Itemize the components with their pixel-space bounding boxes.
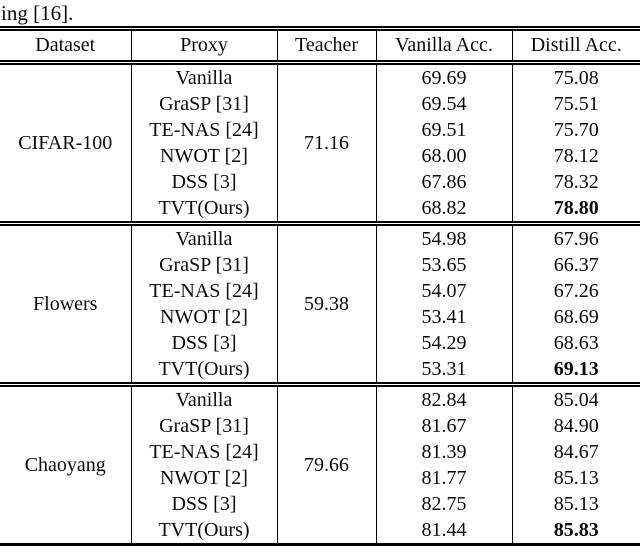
table-row: NWOT [2] 53.41 68.69	[0, 304, 640, 330]
proxy-cell: TE-NAS [24]	[131, 278, 278, 304]
proxy-cell: Vanilla	[131, 221, 278, 252]
vanilla-acc-cell: 53.31	[376, 356, 513, 385]
table-row: NWOT [2] 81.77 85.13	[0, 465, 640, 491]
header-row: Dataset Proxy Teacher Vanilla Acc. Disti…	[0, 28, 640, 65]
header-proxy: Proxy	[131, 28, 278, 65]
proxy-cell: NWOT [2]	[131, 304, 278, 330]
distill-acc-cell: 78.12	[553, 145, 599, 167]
vanilla-acc-cell: 53.65	[376, 252, 513, 278]
vanilla-acc-cell: 82.75	[376, 491, 513, 517]
dataset-cell: Chaoyang	[0, 382, 132, 545]
vanilla-acc-cell: 67.86	[376, 169, 513, 195]
proxy-cell: TVT(Ours)	[131, 356, 278, 385]
proxy-cell: TVT(Ours)	[131, 517, 278, 545]
proxy-cell: DSS [3]	[131, 330, 278, 356]
table-row: Flowers Vanilla 59.38 54.98 67.96	[0, 221, 640, 385]
proxy-cell: GraSP [31]	[131, 413, 278, 439]
vanilla-acc-cell: 81.67	[376, 413, 513, 439]
vanilla-acc-cell: 68.00	[376, 143, 513, 169]
distill-acc-cell-best: 85.83	[553, 519, 599, 541]
distill-acc-cell: 85.13	[553, 467, 599, 489]
proxy-cell: Vanilla	[131, 382, 278, 413]
distill-acc-cell: 68.69	[553, 306, 599, 328]
table-row: GraSP [31] 69.54 75.51	[0, 91, 640, 117]
dataset-group-flowers: Flowers Vanilla 59.38 54.98 67.96 GraSP …	[0, 221, 640, 385]
header-dataset: Dataset	[0, 28, 132, 65]
distill-acc-cell: 75.51	[553, 93, 599, 115]
header-teacher: Teacher	[277, 28, 377, 65]
proxy-cell: GraSP [31]	[131, 91, 278, 117]
table-row: NWOT [2] 68.00 78.12	[0, 143, 640, 169]
vanilla-acc-cell: 53.41	[376, 304, 513, 330]
vanilla-acc-cell: 81.44	[376, 517, 513, 545]
proxy-cell: TE-NAS [24]	[131, 439, 278, 465]
results-table: Dataset Proxy Teacher Vanilla Acc. Disti…	[0, 26, 640, 546]
vanilla-acc-cell: 81.77	[376, 465, 513, 491]
vanilla-acc-cell: 54.29	[376, 330, 513, 356]
proxy-cell: TVT(Ours)	[131, 195, 278, 224]
table-row: DSS [3] 67.86 78.32	[0, 169, 640, 195]
header-vanilla-acc: Vanilla Acc.	[376, 28, 513, 65]
proxy-cell: Vanilla	[131, 60, 278, 91]
table-row: GraSP [31] 53.65 66.37	[0, 252, 640, 278]
proxy-cell: NWOT [2]	[131, 143, 278, 169]
table-row: TE-NAS [24] 69.51 75.70	[0, 117, 640, 143]
distill-acc-cell: 84.90	[553, 415, 599, 437]
distill-acc-cell: 67.96	[512, 221, 640, 252]
dataset-cell: CIFAR-100	[0, 60, 132, 224]
distill-acc-cell: 68.63	[553, 332, 599, 354]
teacher-cell: 79.66	[277, 382, 377, 545]
dataset-cell: Flowers	[0, 221, 132, 385]
distill-acc-cell-best: 78.80	[553, 197, 599, 219]
caption-text: ing [16].	[1, 1, 74, 25]
table-row: TVT(Ours) 81.44 85.83	[0, 517, 640, 545]
distill-acc-cell: 66.37	[553, 254, 599, 276]
teacher-cell: 59.38	[277, 221, 377, 385]
distill-acc-cell: 67.26	[553, 280, 599, 302]
vanilla-acc-cell: 69.54	[376, 91, 513, 117]
table-row: DSS [3] 82.75 85.13	[0, 491, 640, 517]
proxy-cell: TE-NAS [24]	[131, 117, 278, 143]
distill-acc-cell: 75.08	[512, 60, 640, 91]
vanilla-acc-cell: 82.84	[376, 382, 513, 413]
table-row: TVT(Ours) 53.31 69.13	[0, 356, 640, 385]
teacher-cell: 71.16	[277, 60, 377, 224]
vanilla-acc-cell: 54.07	[376, 278, 513, 304]
table-row: Chaoyang Vanilla 79.66 82.84 85.04	[0, 382, 640, 545]
vanilla-acc-cell: 69.69	[376, 60, 513, 91]
table-row: TVT(Ours) 68.82 78.80	[0, 195, 640, 224]
vanilla-acc-cell: 54.98	[376, 221, 513, 252]
table-row: CIFAR-100 Vanilla 71.16 69.69 75.08	[0, 60, 640, 224]
dataset-group-cifar100: CIFAR-100 Vanilla 71.16 69.69 75.08 GraS…	[0, 60, 640, 224]
header-distill-acc: Distill Acc.	[512, 28, 640, 65]
table-row: TE-NAS [24] 54.07 67.26	[0, 278, 640, 304]
vanilla-acc-cell: 81.39	[376, 439, 513, 465]
distill-acc-cell: 85.04	[512, 382, 640, 413]
dataset-group-chaoyang: Chaoyang Vanilla 79.66 82.84 85.04 GraSP…	[0, 382, 640, 545]
proxy-cell: DSS [3]	[131, 491, 278, 517]
distill-acc-cell: 75.70	[553, 119, 599, 141]
distill-acc-cell: 85.13	[553, 493, 599, 515]
proxy-cell: GraSP [31]	[131, 252, 278, 278]
vanilla-acc-cell: 68.82	[376, 195, 513, 224]
proxy-cell: NWOT [2]	[131, 465, 278, 491]
distill-acc-cell: 84.67	[553, 441, 599, 463]
vanilla-acc-cell: 69.51	[376, 117, 513, 143]
table-row: GraSP [31] 81.67 84.90	[0, 413, 640, 439]
distill-acc-cell: 78.32	[553, 171, 599, 193]
table-row: TE-NAS [24] 81.39 84.67	[0, 439, 640, 465]
table-row: DSS [3] 54.29 68.63	[0, 330, 640, 356]
distill-acc-cell-best: 69.13	[553, 358, 599, 380]
proxy-cell: DSS [3]	[131, 169, 278, 195]
